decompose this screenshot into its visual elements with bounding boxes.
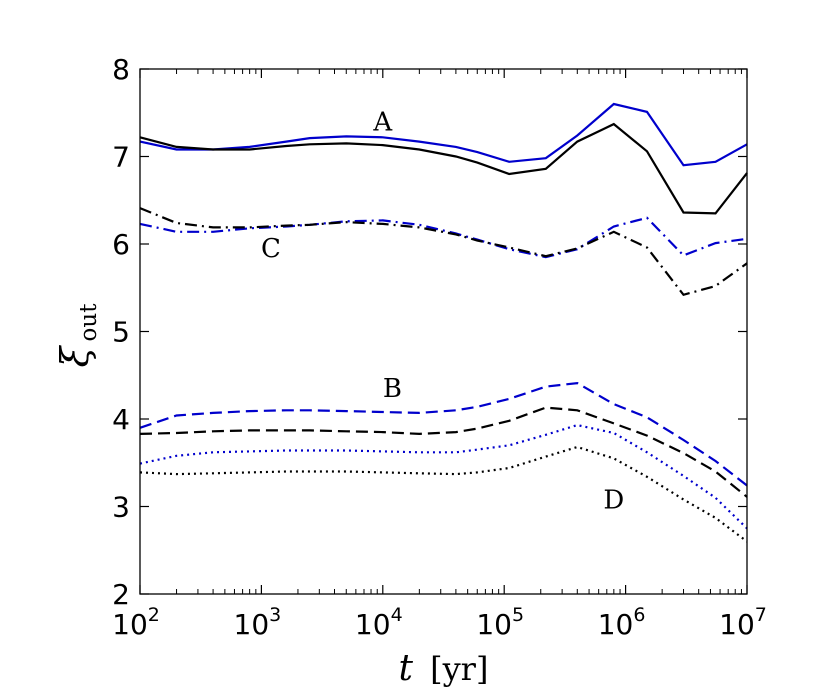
series-line-A-blue [139,102,748,167]
y-tick-label: 5 [112,316,130,349]
series-line-C-black [139,207,748,297]
x-tick-label: 102 [112,604,160,641]
series-line-A-black [139,122,748,215]
annotation-B: B [383,374,402,404]
y-axis-sub: out [76,303,102,342]
x-tick-label: 104 [355,604,403,641]
y-axis-var: ξ [53,345,97,368]
y-tick-label: 7 [112,141,130,174]
x-axis-unit: [yr] [430,650,488,688]
series-line-B-black [139,406,748,498]
series-line-B-blue [139,381,748,487]
x-tick-exponent: 5 [512,604,524,626]
y-tick-label: 8 [112,53,130,86]
x-tick-exponent: 4 [391,604,403,626]
y-tick-label: 6 [112,228,130,261]
x-tick-label: 103 [234,604,282,641]
series-line-D-blue [139,423,748,530]
x-tick-label: 106 [598,604,646,641]
annotation-D: D [603,485,624,515]
annotation-A: A [372,107,393,137]
annotation-C: C [261,234,281,264]
series-layer [139,102,748,543]
series-line-D-black [139,445,748,543]
x-axis-title: t [yr] [399,648,489,689]
annot-layer: A C B D [261,107,624,515]
x-tick-label: 105 [476,604,524,641]
x-tick-exponent: 7 [755,604,767,626]
x-tick-label: 107 [719,604,767,641]
x-tick-exponent: 2 [148,604,160,626]
x-tick-exponent: 6 [633,604,645,626]
x-tick-base: 10 [476,608,512,641]
y-axis-title: ξ out [53,303,102,368]
x-tick-base: 10 [719,608,755,641]
series-line-C-blue [139,216,748,259]
x-tick-base: 10 [355,608,391,641]
x-tick-base: 10 [234,608,270,641]
x-tick-base: 10 [598,608,634,641]
x-tick-base: 10 [112,608,148,641]
y-tick-label: 4 [112,403,130,436]
x-tick-exponent: 3 [269,604,281,626]
y-tick-label: 2 [112,578,130,611]
y-tick-label: 3 [112,491,130,524]
x-axis-var: t [399,648,414,689]
